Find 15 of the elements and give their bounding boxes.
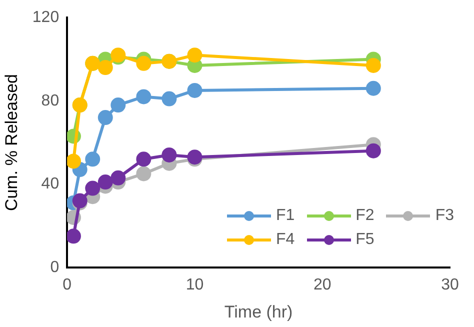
legend-label: F3: [435, 207, 454, 225]
x-tick-label: 10: [186, 276, 204, 294]
y-tick-label: 0: [50, 258, 60, 276]
y-tick-label: 120: [32, 9, 60, 26]
x-axis-title: Time (hr): [224, 302, 293, 322]
legend-label: F4: [276, 231, 295, 249]
legend-label: F1: [276, 207, 295, 225]
legend-label: F2: [356, 207, 374, 225]
legend-label: F5: [356, 231, 374, 249]
x-tick-label: 30: [441, 276, 459, 294]
y-axis-title: Cum. % Released: [2, 74, 21, 212]
x-tick-label: 0: [62, 276, 72, 294]
x-tick-label: 20: [313, 276, 332, 294]
y-tick-label: 80: [41, 92, 60, 110]
y-tick-label: 40: [41, 176, 60, 193]
